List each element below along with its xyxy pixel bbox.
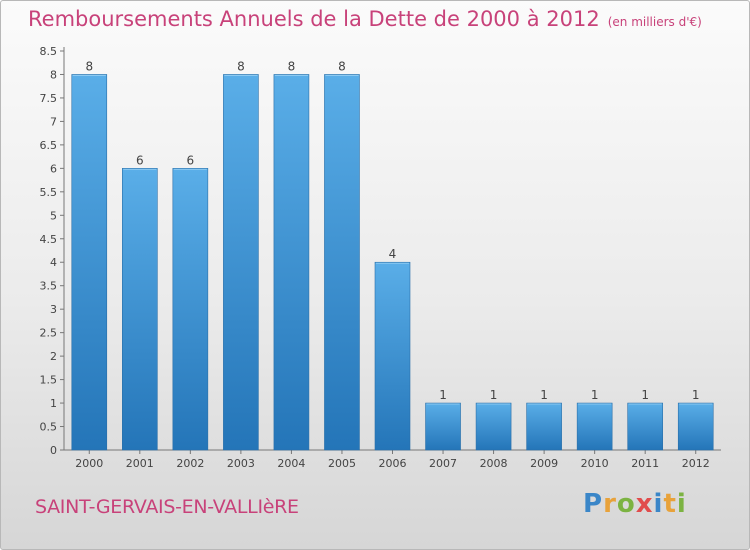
y-tick-label: 6.5: [40, 139, 58, 152]
data-label: 1: [540, 388, 548, 402]
bar: [324, 74, 360, 451]
chart-title-text: Remboursements Annuels de la Dette de 20…: [28, 7, 600, 31]
y-tick-label: 6: [50, 162, 57, 175]
bar: [526, 402, 562, 451]
bar: [71, 74, 108, 451]
logo-letter: t: [663, 489, 677, 519]
logo-letter: P: [583, 489, 604, 519]
x-tick-label: 2012: [682, 457, 710, 470]
y-tick-label: 0.5: [40, 421, 58, 434]
logo-letter: i: [676, 489, 687, 519]
bar: [677, 402, 714, 451]
data-label: 8: [85, 59, 93, 73]
logo-letter: r: [603, 489, 617, 519]
y-tick-label: 3.5: [40, 280, 58, 293]
data-label: 1: [692, 388, 700, 402]
bar: [223, 74, 259, 451]
y-tick-label: 2.5: [40, 327, 58, 340]
x-tick-label: 2010: [581, 457, 609, 470]
bar: [172, 168, 209, 451]
y-tick-label: 8.5: [40, 45, 58, 58]
y-tick-label: 8: [50, 68, 57, 81]
y-tick-label: 4.5: [40, 233, 58, 246]
data-label: 8: [338, 59, 346, 73]
x-tick-label: 2009: [530, 457, 558, 470]
x-tick-label: 2000: [75, 457, 103, 470]
bar: [425, 402, 461, 451]
data-label: 1: [439, 388, 447, 402]
y-tick-label: 5.5: [40, 186, 58, 199]
x-tick-label: 2004: [277, 457, 305, 470]
data-label: 8: [288, 59, 296, 73]
bar: [475, 402, 512, 451]
data-label: 8: [237, 59, 245, 73]
x-tick-label: 2007: [429, 457, 457, 470]
data-label: 6: [136, 153, 144, 167]
x-tick-label: 2003: [227, 457, 255, 470]
chart-bars: [71, 74, 714, 451]
x-tick-label: 2006: [379, 457, 407, 470]
y-tick-label: 4: [50, 256, 57, 269]
data-label: 1: [641, 388, 649, 402]
logo-letter: x: [635, 489, 654, 519]
chart-title: Remboursements Annuels de la Dette de 20…: [28, 7, 702, 31]
x-tick-label: 2008: [480, 457, 508, 470]
commune-name: SAINT-GERVAIS-EN-VALLIèRE: [35, 496, 299, 518]
y-tick-label: 7.5: [40, 92, 58, 105]
y-tick-label: 7: [50, 115, 57, 128]
data-label: 4: [389, 247, 397, 261]
y-tick-label: 5: [50, 209, 57, 222]
x-tick-label: 2001: [126, 457, 154, 470]
data-label: 1: [490, 388, 498, 402]
x-tick-label: 2005: [328, 457, 356, 470]
bar: [627, 402, 663, 451]
bar: [374, 261, 411, 451]
x-tick-label: 2002: [176, 457, 204, 470]
chart-labels: 8 2000 6 2001 6 2002 8 2003 8 2004 8 2005 4 2006 1 2007…: [75, 59, 709, 470]
data-label: 6: [187, 153, 195, 167]
y-tick-label: 2: [50, 350, 57, 363]
bar: [273, 74, 310, 451]
x-tick-label: 2011: [631, 457, 659, 470]
y-tick-label: 1: [50, 397, 57, 410]
y-tick-label: 3: [50, 303, 57, 316]
y-tick-label: 0: [50, 444, 57, 457]
y-tick-label: 1.5: [40, 374, 58, 387]
chart-unit-label: (en milliers d'€): [607, 15, 702, 29]
data-label: 1: [591, 388, 599, 402]
proxiti-logo: Proxiti: [583, 489, 687, 519]
logo-letter: i: [653, 489, 664, 519]
bar: [122, 168, 158, 451]
logo-letter: o: [616, 489, 636, 519]
bar: [576, 402, 613, 451]
chart-axes: 0 0.5 1 1.5 2 2.5 3 3.5 4 4.5 5 5.5 6 6.5 7 7.5 8 8.5: [40, 45, 721, 457]
